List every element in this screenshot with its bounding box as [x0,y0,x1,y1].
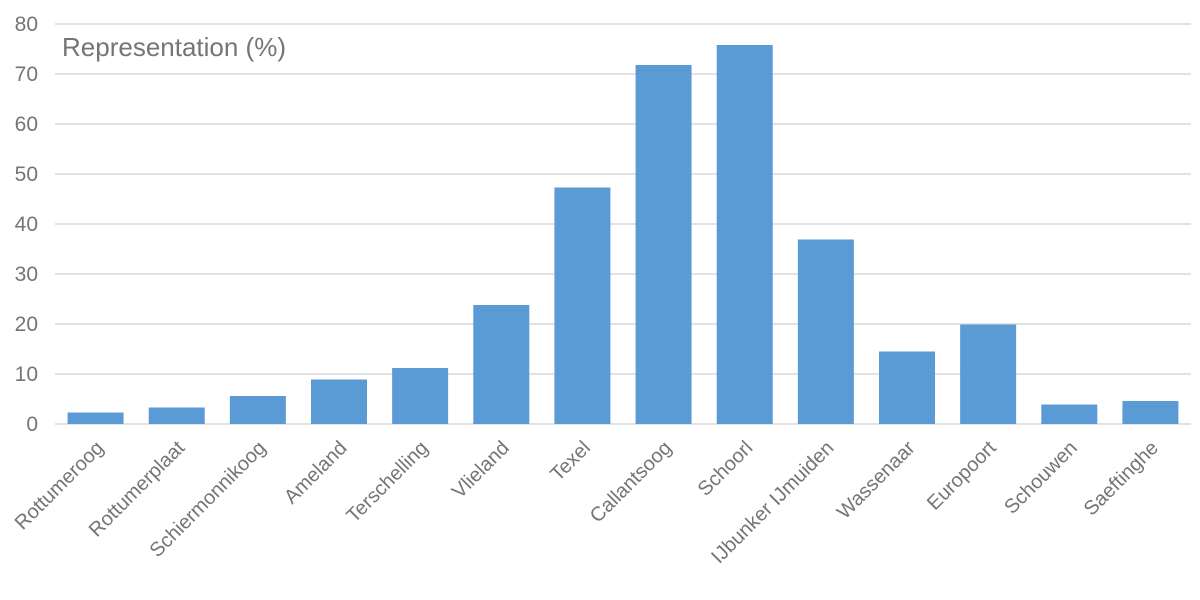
bar-schiermonnikoog [229,396,286,424]
x-category-label: Wassenaar [833,437,920,524]
y-tick-label: 60 [15,113,38,136]
y-tick-label: 30 [15,263,38,286]
chart-title: Representation (%) [62,32,286,62]
x-category-label: Ameland [280,437,351,508]
y-tick-label: 80 [15,13,38,36]
bar-terschelling [392,368,449,424]
x-category-label: Schouwen [1000,437,1082,519]
bar-callantsoog [635,65,692,424]
gridlines-group [55,23,1191,425]
x-category-label: Texel [546,437,595,486]
bar-rottumerplaat [148,407,205,424]
x-category-label: Schoorl [694,437,758,501]
bar-ameland [311,379,367,424]
bar-europoort [960,324,1017,424]
bar-schoorl [716,45,773,424]
y-tick-label: 50 [15,163,38,186]
y-axis-labels-group: 0 10 20 30 40 50 60 70 80 [15,13,38,436]
y-tick-label: 10 [15,363,38,386]
x-category-label: Callantsoog [586,437,676,527]
bar-vlieland [473,305,530,424]
y-tick-label: 40 [15,213,38,236]
bar-schouwen [1041,404,1098,424]
y-tick-label: 0 [26,413,38,436]
bar-texel [554,187,611,424]
bar-saeftinghe [1122,401,1179,424]
bars-group [67,45,1179,424]
y-tick-label: 20 [15,313,38,336]
x-category-label: Europoort [923,437,1001,515]
x-category-label: Terschelling [342,437,432,527]
y-tick-label: 70 [15,63,38,86]
x-category-label: Vlieland [448,437,514,503]
bar-wassenaar [879,351,935,424]
x-category-label: Saeftinghe [1080,437,1163,520]
bar-ijbunker-ijmuiden [797,239,854,424]
bar-rottumeroog [67,412,124,424]
